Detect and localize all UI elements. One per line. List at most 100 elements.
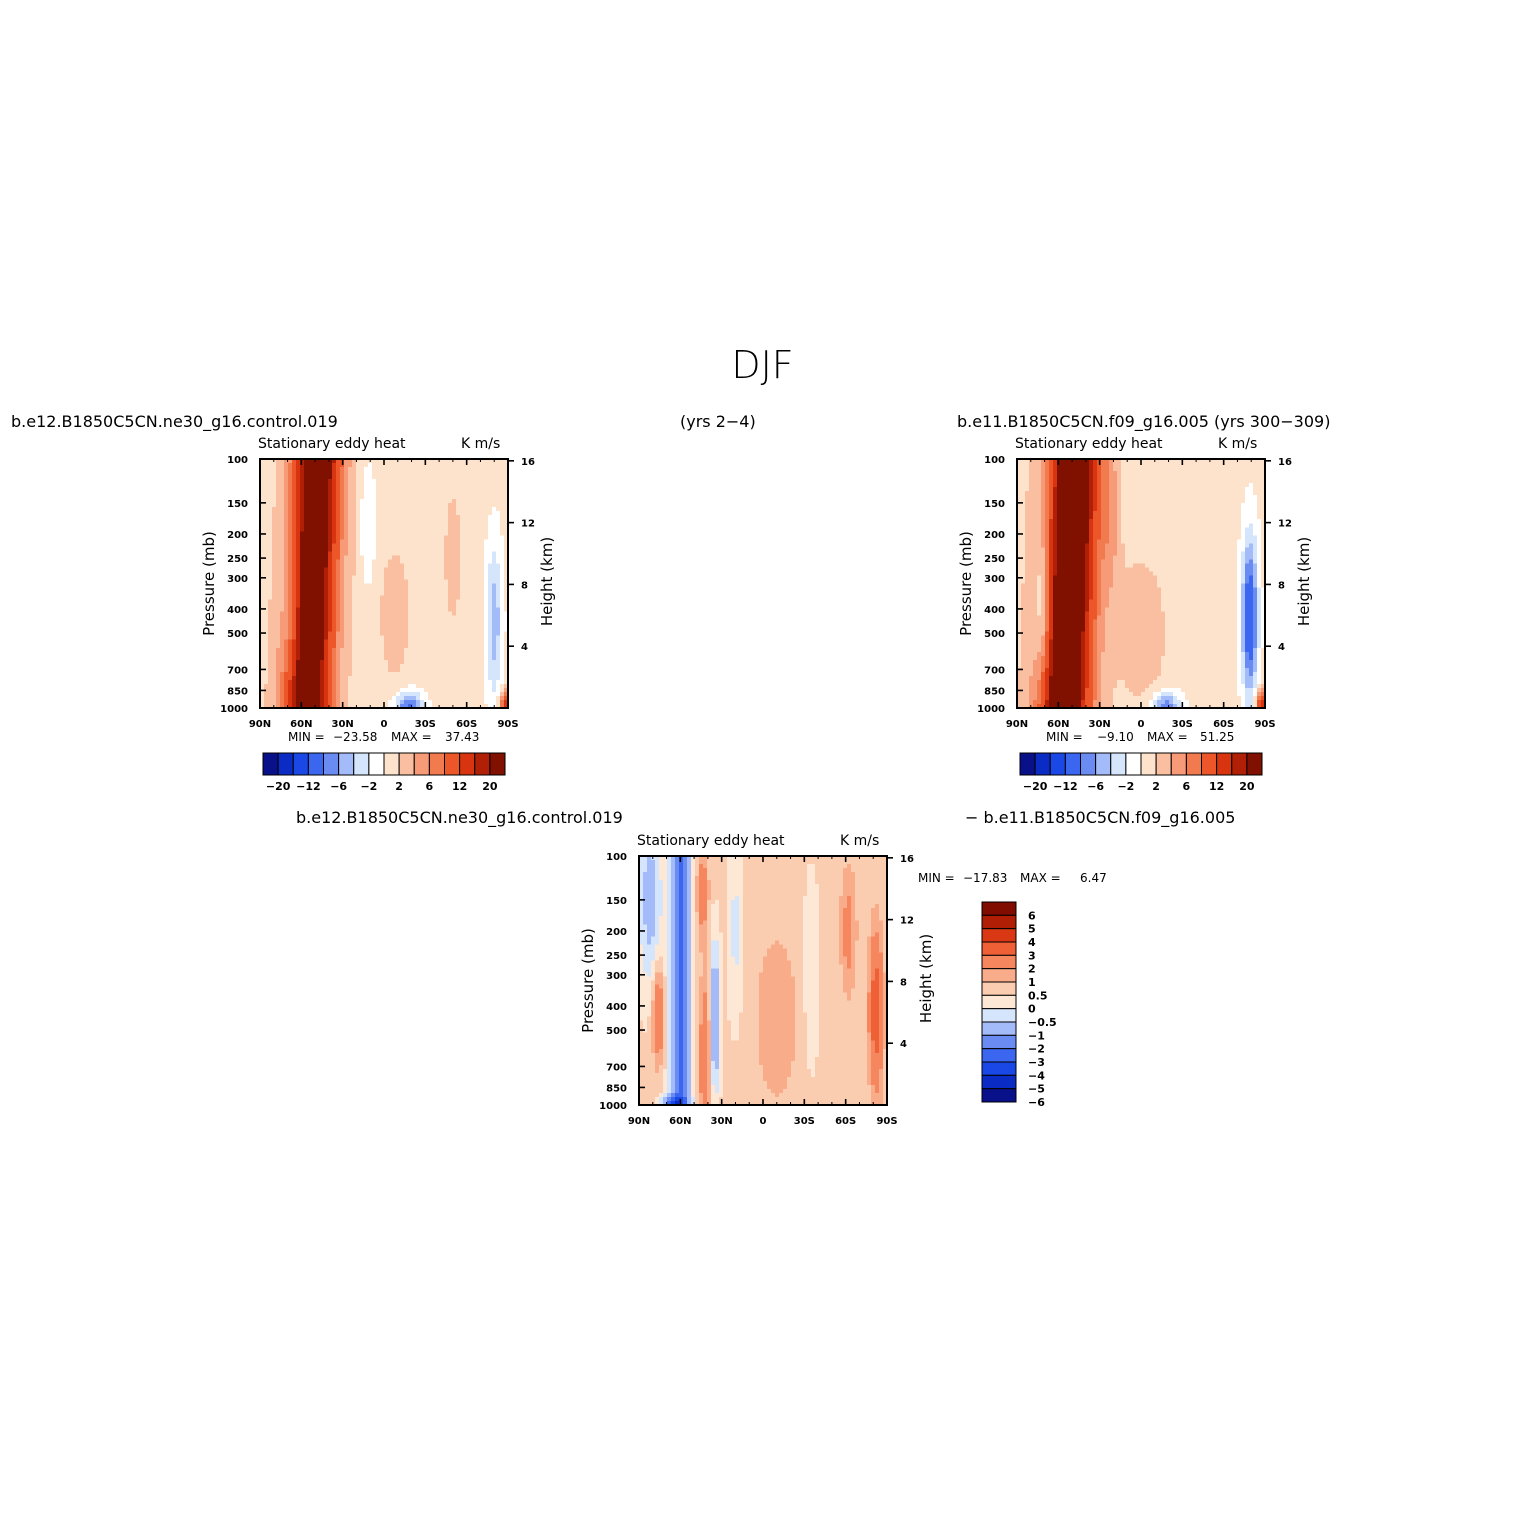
field-cell — [416, 563, 421, 569]
field-cell — [432, 651, 437, 657]
field-cell — [284, 607, 289, 613]
field-cell — [448, 631, 453, 637]
field-cell — [348, 619, 353, 625]
field-cell — [1237, 495, 1242, 500]
field-cell — [272, 551, 277, 556]
field-cell — [284, 499, 289, 504]
field-cell — [336, 567, 341, 573]
field-cell — [1045, 487, 1050, 492]
field-cell — [420, 523, 425, 528]
field-cell — [1105, 499, 1110, 504]
field-cell — [272, 671, 277, 677]
field-cell — [400, 475, 405, 480]
field-cell — [452, 483, 457, 488]
field-cell — [452, 667, 457, 673]
field-cell — [1033, 495, 1038, 500]
field-cell — [1109, 511, 1114, 516]
field-cell — [424, 639, 429, 645]
field-cell — [1041, 475, 1046, 480]
field-cell — [452, 463, 457, 468]
field-cell — [448, 607, 453, 613]
field-cell — [472, 519, 477, 524]
field-cell — [504, 555, 509, 561]
field-cell — [452, 679, 457, 685]
field-cell — [352, 519, 357, 524]
field-cell — [1261, 467, 1266, 472]
field-cell — [280, 683, 285, 689]
field-cell — [400, 587, 405, 593]
field-cell — [280, 651, 285, 657]
field-cell — [440, 511, 445, 516]
field-cell — [464, 671, 469, 677]
field-cell — [1233, 463, 1238, 468]
field-cell — [396, 615, 401, 621]
field-cell — [444, 619, 449, 625]
field-cell — [452, 631, 457, 637]
field-cell — [392, 539, 397, 544]
field-cell — [424, 535, 429, 540]
field-cell — [436, 595, 441, 601]
field-cell — [1253, 471, 1258, 476]
field-cell — [348, 507, 353, 512]
field-cell — [380, 487, 385, 492]
field-cell — [324, 511, 329, 516]
field-cell — [432, 491, 437, 496]
field-cell — [380, 623, 385, 629]
field-cell — [348, 523, 353, 528]
field-cell — [460, 639, 465, 645]
field-cell — [1121, 515, 1126, 520]
field-cell — [420, 639, 425, 645]
field-cell — [356, 467, 361, 472]
field-cell — [448, 547, 453, 552]
field-cell — [404, 475, 409, 480]
field-cell — [492, 635, 497, 641]
field-cell — [408, 503, 413, 508]
field-cell — [492, 471, 497, 476]
field-cell — [400, 663, 405, 669]
field-cell — [288, 699, 293, 705]
field-cell — [356, 519, 361, 524]
field-cell — [404, 523, 409, 528]
field-cell — [348, 467, 353, 472]
field-cell — [1237, 475, 1242, 480]
field-cell — [388, 599, 393, 605]
field-cell — [484, 563, 489, 569]
field-cell — [488, 583, 493, 589]
field-cell — [480, 695, 485, 701]
field-cell — [348, 555, 353, 561]
field-cell — [1033, 487, 1038, 492]
field-cell — [1137, 475, 1142, 480]
field-cell — [476, 595, 481, 601]
field-cell — [1057, 519, 1062, 524]
field-cell — [300, 595, 305, 601]
field-cell — [364, 527, 369, 532]
field-cell — [444, 503, 449, 508]
field-cell — [452, 703, 457, 709]
field-cell — [268, 475, 273, 480]
field-cell — [472, 459, 477, 464]
field-cell — [420, 507, 425, 512]
field-cell — [280, 547, 285, 552]
field-cell — [1049, 463, 1054, 468]
field-cell — [492, 659, 497, 665]
field-cell — [472, 651, 477, 657]
field-cell — [428, 591, 433, 597]
field-cell — [392, 651, 397, 657]
field-cell — [312, 639, 317, 645]
field-cell — [1037, 511, 1042, 516]
field-cell — [388, 695, 393, 701]
field-cell — [432, 479, 437, 484]
field-cell — [1101, 491, 1106, 496]
field-cell — [396, 483, 401, 488]
field-cell — [480, 591, 485, 597]
field-cell — [1125, 499, 1130, 504]
field-cell — [448, 507, 453, 512]
field-cell — [1129, 495, 1134, 500]
field-cell — [1149, 475, 1154, 480]
field-cell — [1145, 495, 1150, 500]
field-cell — [404, 575, 409, 581]
field-cell — [1153, 463, 1158, 468]
field-cell — [368, 675, 373, 681]
field-cell — [392, 699, 397, 705]
field-cell — [396, 523, 401, 528]
